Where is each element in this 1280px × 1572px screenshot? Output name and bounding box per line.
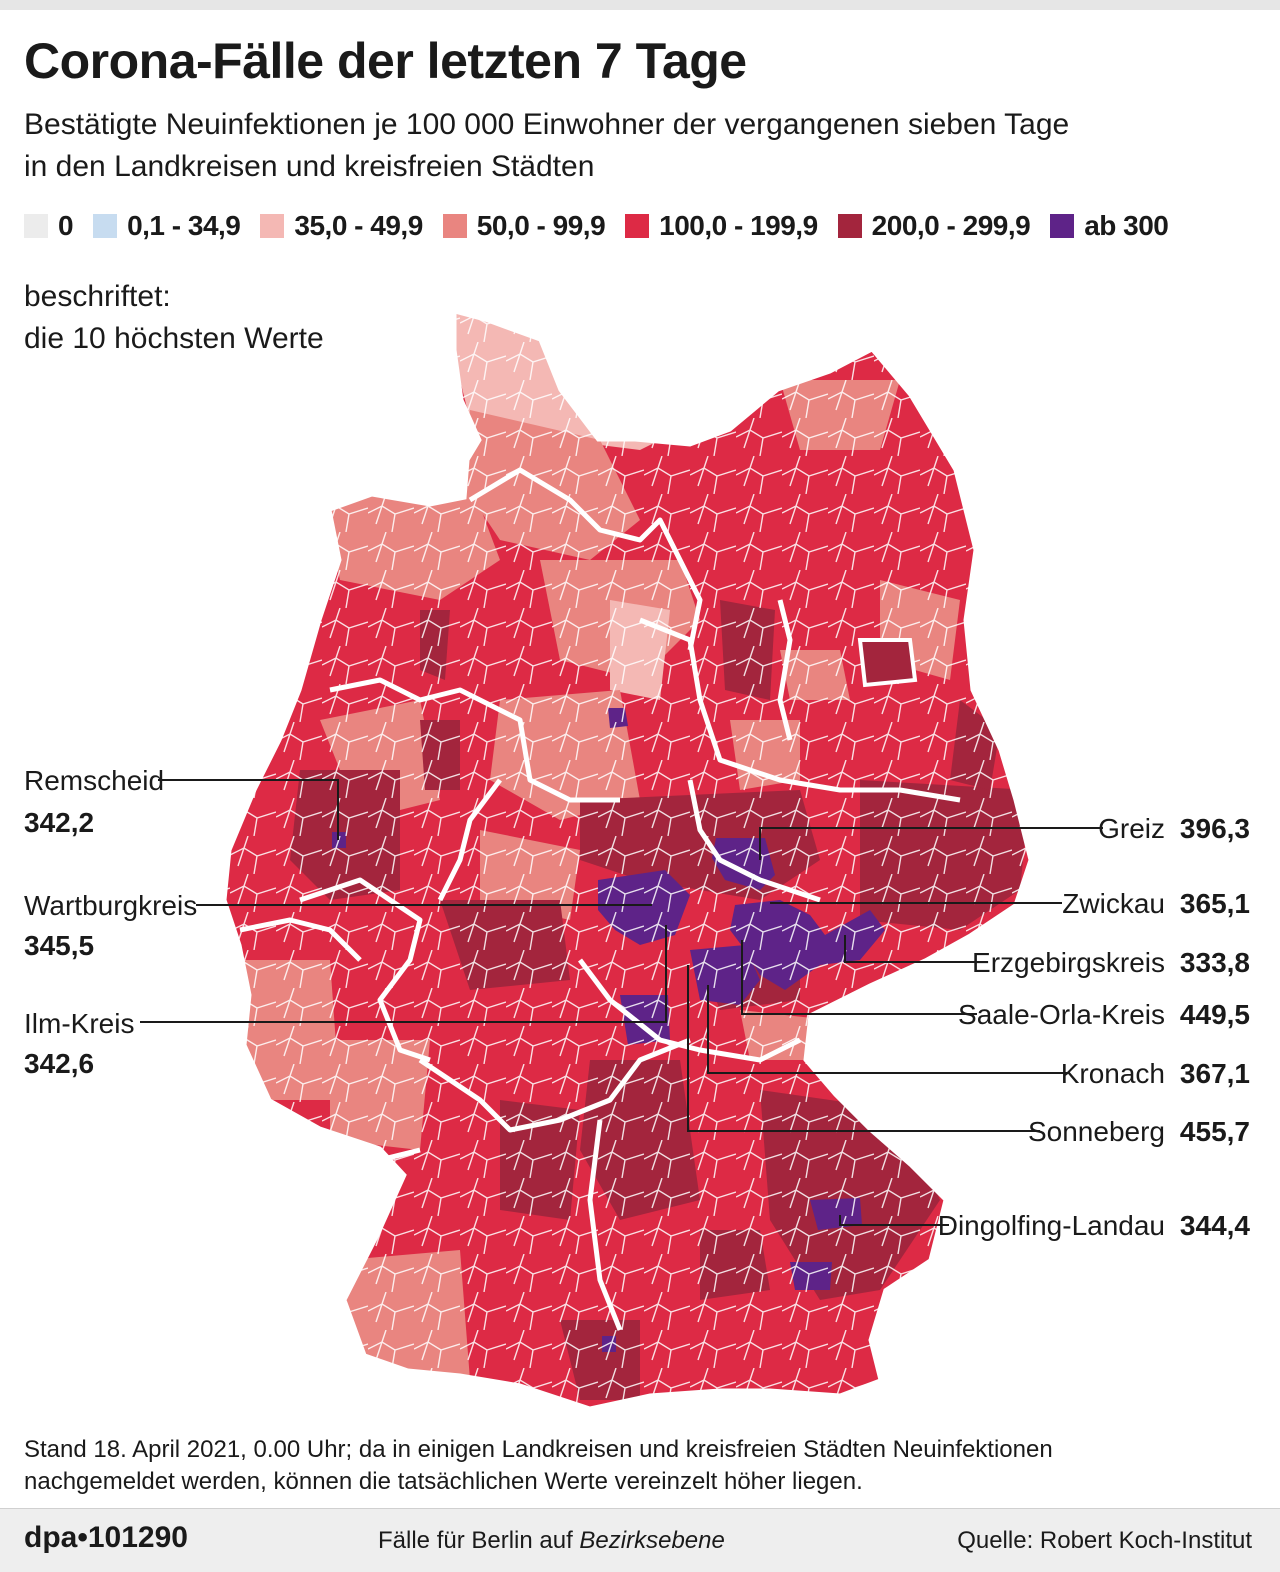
legend-item: 200,0 - 299,9 [837, 210, 1031, 242]
leader-line-ilm-kreis [140, 925, 667, 1023]
leader-line-remscheid [158, 779, 339, 840]
footnote: Stand 18. April 2021, 0.00 Uhr; da in ei… [24, 1434, 1254, 1498]
legend-item: ab 300 [1050, 210, 1169, 242]
region-value: 345,5 [24, 930, 94, 961]
leader-line-kronach [707, 985, 1068, 1074]
region-value: 455,7 [1180, 1116, 1250, 1147]
region-name: Wartburgkreis [24, 890, 197, 921]
region-name: Saale-Orla-Kreis [958, 999, 1165, 1030]
region-value: 449,5 [1180, 999, 1250, 1030]
legend-swatch [93, 214, 118, 238]
legend-item: 35,0 - 49,9 [260, 210, 423, 242]
berlin-city [857, 638, 918, 688]
legend-item: 0,1 - 34,9 [93, 210, 241, 242]
legend-swatch [260, 214, 285, 238]
legend-label: 200,0 - 299,9 [871, 210, 1031, 241]
region-value: 365,1 [1180, 888, 1250, 919]
legend: 0 0,1 - 34,9 35,0 - 49,9 50,0 - 99,9 100… [24, 206, 1169, 246]
region-name: Dingolfing-Landau [938, 1210, 1165, 1241]
legend-label: 100,0 - 199,9 [659, 210, 818, 241]
region-value: 367,1 [1180, 1058, 1250, 1089]
region-name: Remscheid [24, 765, 164, 796]
page-title: Corona-Fälle der letzten 7 Tage [24, 33, 747, 89]
legend-item: 0 [24, 210, 74, 242]
legend-item: 50,0 - 99,9 [442, 210, 606, 242]
legend-swatch [24, 214, 48, 238]
legend-swatch [837, 214, 862, 238]
state-borders [239, 467, 961, 1331]
footer-bar: dpa•101290 Fälle für Berlin auf Bezirkse… [0, 1508, 1280, 1572]
region-name: Kronach [1061, 1058, 1165, 1089]
region-name: Zwickau [1062, 888, 1165, 919]
footnote-line-1: Stand 18. April 2021, 0.00 Uhr; da in ei… [24, 1436, 1053, 1463]
berlin-note-text: Fälle für Berlin auf [378, 1527, 580, 1554]
berlin-note-emphasis: Bezirksebene [579, 1527, 725, 1554]
subtitle: Bestätigte Neuinfektionen je 100 000 Ein… [24, 104, 1254, 188]
annotation-note-line-2: die 10 höchsten Werte [24, 322, 324, 355]
legend-swatch [442, 214, 467, 238]
region-name: Greiz [1098, 813, 1165, 844]
legend-label: 50,0 - 99,9 [476, 210, 606, 241]
source-text: Quelle: Robert Koch-Institut [957, 1527, 1252, 1554]
country-outline [223, 310, 1032, 1410]
region-leader-lines [140, 779, 1103, 1226]
region-labels: Remscheid 342,2 Wartburgkreis 345,5 Ilm-… [24, 765, 1250, 1241]
leader-line-sonneberg [687, 965, 1040, 1132]
region-value: 333,8 [1180, 947, 1250, 978]
legend-label: 35,0 - 49,9 [294, 210, 423, 241]
region-name: Sonneberg [1028, 1116, 1165, 1147]
leader-line-greiz [759, 827, 1103, 860]
region-value: 396,3 [1180, 813, 1250, 844]
legend-item: 100,0 - 199,9 [625, 210, 818, 242]
legend-label: 0 [58, 210, 74, 241]
annotation-note: beschriftet: die 10 höchsten Werte [24, 276, 324, 360]
region-value: 344,4 [1180, 1210, 1250, 1241]
legend-label: 0,1 - 34,9 [127, 210, 241, 241]
leader-line-erzgebirgskreis [844, 935, 986, 963]
leader-line-dingolfing-landau [839, 1215, 949, 1226]
subtitle-line-2: in den Landkreisen und kreisfreien Städt… [24, 150, 595, 183]
dpa-credit: dpa•101290 [24, 1521, 188, 1554]
footnote-line-2: nachgemeldet werden, können die tatsächl… [24, 1468, 863, 1495]
region-name: Ilm-Kreis [24, 1008, 134, 1039]
legend-swatch [625, 214, 650, 238]
region-value: 342,2 [24, 807, 94, 838]
subtitle-line-1: Bestätigte Neuinfektionen je 100 000 Ein… [24, 108, 1070, 141]
region-name: Erzgebirgskreis [972, 947, 1165, 978]
region-value: 342,6 [24, 1048, 94, 1079]
leader-line-saale-orla-kreis [741, 940, 977, 1015]
top-bar [0, 0, 1280, 10]
berlin-note: Fälle für Berlin auf Bezirksebene [378, 1527, 725, 1555]
annotation-note-line-1: beschriftet: [24, 280, 171, 313]
legend-swatch [1050, 214, 1075, 238]
germany-choropleth-map: Remscheid 342,2 Wartburgkreis 345,5 Ilm-… [24, 310, 1250, 1410]
legend-label: ab 300 [1084, 210, 1169, 241]
